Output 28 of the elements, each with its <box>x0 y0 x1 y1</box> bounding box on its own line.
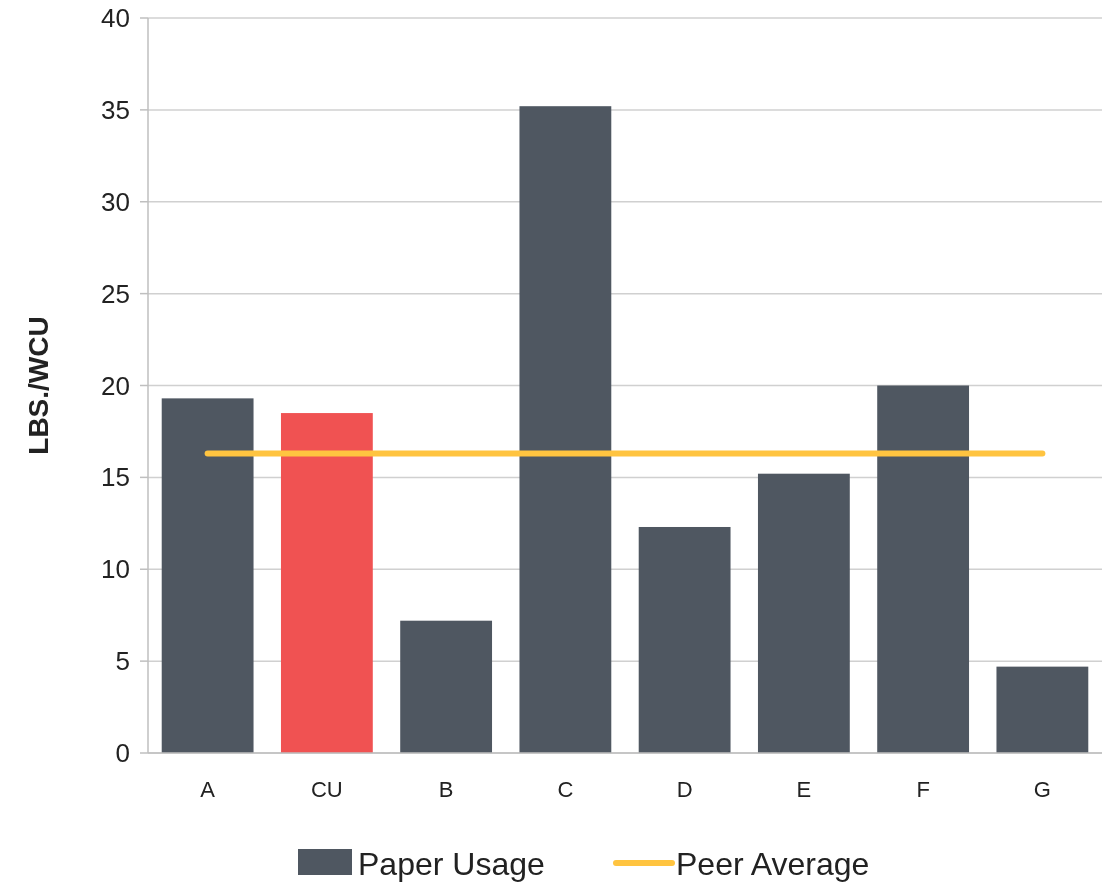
bar <box>400 620 493 753</box>
x-tick-label: F <box>916 777 930 802</box>
bar <box>996 666 1089 753</box>
y-tick-label: 25 <box>101 278 130 309</box>
y-tick-label: 40 <box>101 3 130 34</box>
bar <box>519 106 612 753</box>
y-tick-label: 0 <box>115 738 130 769</box>
y-tick-label: 5 <box>115 646 130 677</box>
bar <box>877 385 970 753</box>
y-axis-title: LBS./WCU <box>23 316 54 455</box>
x-tick-label: C <box>557 777 574 802</box>
x-tick-label: A <box>200 777 216 802</box>
legend-label: Peer Average <box>676 846 870 882</box>
x-tick-label: CU <box>310 777 343 802</box>
x-tick-label: D <box>676 777 693 802</box>
y-tick-label: 20 <box>101 370 130 401</box>
y-tick-label: 15 <box>101 462 130 493</box>
bar <box>638 526 731 753</box>
y-tick-label: 35 <box>101 94 130 125</box>
x-tick-label: G <box>1033 777 1051 802</box>
bar <box>757 473 850 753</box>
bar <box>280 413 373 753</box>
bar <box>161 398 254 753</box>
y-tick-label: 30 <box>101 186 130 217</box>
x-tick-label: B <box>438 777 454 802</box>
y-tick-label: 10 <box>101 554 130 585</box>
x-tick-label: E <box>796 777 812 802</box>
legend-label: Paper Usage <box>358 846 545 882</box>
